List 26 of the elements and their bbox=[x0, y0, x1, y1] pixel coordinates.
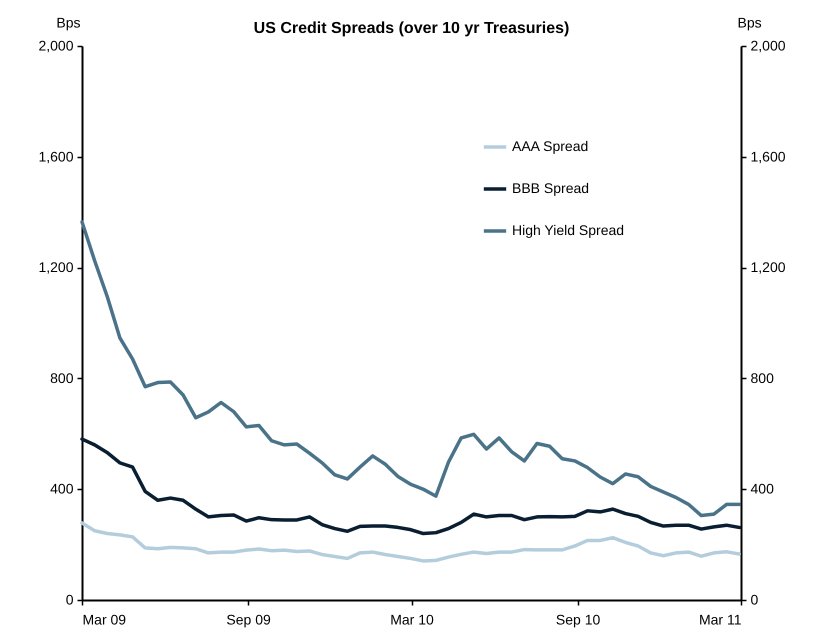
legend-label: AAA Spread bbox=[512, 138, 588, 154]
y-axis-title: Bps bbox=[56, 14, 80, 30]
x-tick-label: Mar 11 bbox=[698, 612, 742, 628]
legend-label: High Yield Spread bbox=[512, 222, 624, 238]
legend-label: BBB Spread bbox=[512, 180, 590, 196]
y-tick-label: 0 bbox=[66, 592, 74, 608]
y2-tick-label: 1,200 bbox=[750, 259, 786, 276]
y-tick-label: 2,000 bbox=[38, 38, 74, 54]
x-tick-label: Mar 10 bbox=[390, 612, 434, 628]
y2-axis-title: Bps bbox=[738, 14, 762, 30]
y2-tick-label: 800 bbox=[750, 370, 774, 386]
y-tick-label: 400 bbox=[50, 480, 74, 497]
y-tick-label: 800 bbox=[50, 370, 74, 386]
line-series bbox=[80, 220, 741, 518]
y2-tick-label: 0 bbox=[750, 592, 758, 608]
y2-tick-label: 2,000 bbox=[750, 38, 786, 54]
x-tick-label: Sep 10 bbox=[556, 612, 601, 628]
chart-title: US Credit Spreads (over 10 yr Treasuries) bbox=[254, 20, 570, 37]
y2-tick-label: 1,600 bbox=[750, 148, 786, 164]
y-tick-label: 1,200 bbox=[38, 259, 74, 276]
line-series bbox=[80, 521, 741, 563]
x-tick-label: Mar 09 bbox=[82, 612, 126, 628]
x-tick-label: Sep 09 bbox=[226, 612, 272, 628]
y-tick-label: 1,600 bbox=[38, 148, 74, 164]
y2-tick-label: 400 bbox=[750, 480, 774, 497]
line-series bbox=[80, 437, 741, 536]
